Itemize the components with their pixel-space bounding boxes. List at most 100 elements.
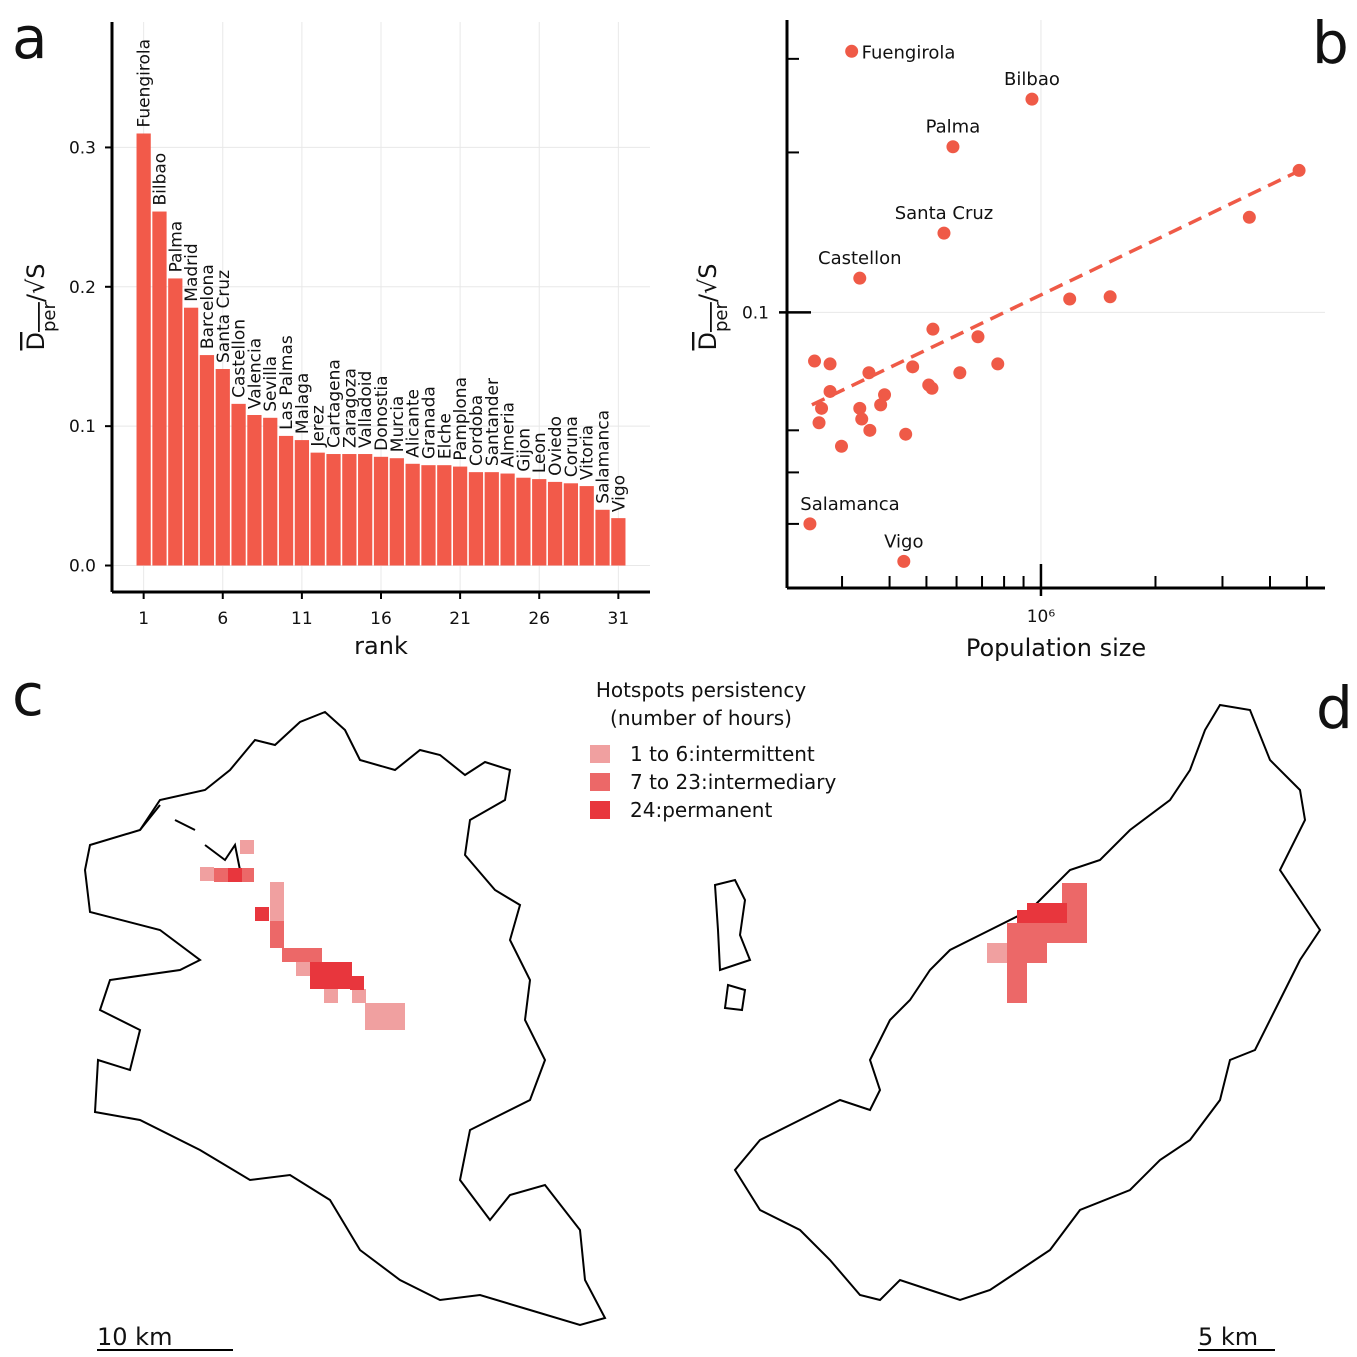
map-d: 5 km	[713, 703, 1322, 1351]
point	[812, 416, 826, 430]
point-label: Palma	[926, 117, 981, 138]
bar-label: Oviedo	[546, 416, 566, 476]
island	[713, 878, 752, 972]
cell	[310, 962, 352, 989]
point	[1063, 292, 1077, 306]
cell	[350, 976, 364, 990]
fit-line	[811, 168, 1301, 407]
bar-label: Murcia	[388, 396, 408, 453]
y-tick-label: 0.3	[69, 138, 96, 158]
cell	[352, 989, 366, 1003]
bar-label: Pamplona	[451, 377, 471, 461]
point	[803, 517, 817, 531]
point	[853, 271, 867, 285]
y-axis-label: Dper/√S	[22, 263, 60, 350]
bar-label: Valladoid	[356, 371, 376, 448]
point	[991, 357, 1005, 371]
bar	[547, 481, 563, 566]
legend-label: 24:permanent	[630, 798, 772, 822]
hotspot-cells	[987, 883, 1087, 1003]
x-tick-label: 26	[528, 609, 550, 629]
bar-label: Cordoba	[467, 395, 487, 466]
point	[1242, 210, 1256, 224]
cell	[200, 867, 214, 881]
bar-label: Cartagena	[325, 359, 345, 448]
y-axis-label: Dper/√S	[694, 263, 732, 350]
point	[834, 439, 848, 453]
bar	[421, 465, 436, 566]
bar-label: Malaga	[293, 373, 313, 434]
x-tick-label: 31	[608, 609, 630, 629]
city-outline	[733, 703, 1322, 1302]
bar-label: Fuengirola	[135, 39, 155, 128]
bar-label: Castellon	[230, 319, 250, 398]
bar-label: Santa Cruz	[214, 270, 234, 363]
bar	[152, 211, 167, 566]
bar-label: Leon	[530, 432, 550, 473]
bar	[389, 458, 404, 566]
bar-label: Coruna	[562, 416, 582, 477]
cell	[296, 962, 310, 976]
bar	[231, 403, 246, 566]
scale-label: 5 km	[1198, 1323, 1258, 1351]
bar	[278, 435, 294, 566]
bar-label: Palma	[166, 221, 186, 273]
bar	[199, 355, 215, 566]
x-tick-label: 10⁶	[1027, 607, 1056, 627]
bar-label: Las Palmas	[277, 335, 297, 430]
point	[899, 427, 913, 441]
cell	[365, 1003, 405, 1030]
x-tick-label: 16	[370, 609, 392, 629]
point	[863, 423, 877, 437]
cell	[1007, 963, 1027, 1003]
bar	[516, 477, 531, 566]
bar	[168, 278, 183, 566]
bar-label: Granada	[419, 386, 439, 459]
bar	[500, 473, 515, 566]
point	[897, 554, 911, 568]
point	[862, 366, 876, 380]
bar-label: Almeria	[499, 402, 519, 468]
x-axis-label: rank	[354, 632, 408, 660]
bar-label: Santander	[483, 378, 503, 466]
bar	[452, 466, 468, 566]
point	[815, 401, 829, 415]
legend-label: 1 to 6:intermittent	[630, 742, 815, 766]
point	[808, 354, 822, 368]
bar-label: Gijon	[514, 428, 534, 472]
bar	[579, 486, 594, 566]
point	[823, 384, 837, 398]
bar-label: Madrid	[182, 243, 202, 301]
x-tick-label: 21	[449, 609, 471, 629]
point	[906, 360, 920, 374]
hotspot-cells	[200, 840, 405, 1030]
bar	[342, 454, 357, 566]
legend-title: Hotspots persistency	[596, 678, 807, 702]
bar	[484, 472, 499, 566]
panel-label: c	[12, 661, 44, 729]
cell	[270, 921, 284, 948]
bar	[532, 479, 547, 566]
legend-swatch	[590, 745, 610, 763]
cell	[282, 948, 322, 962]
bar-label: Vitoria	[578, 425, 598, 480]
legend-title: (number of hours)	[610, 706, 792, 730]
legend-swatch	[590, 801, 610, 819]
bar	[247, 415, 262, 566]
map-c: 10 km	[83, 710, 607, 1351]
point	[845, 44, 859, 58]
bar	[358, 454, 373, 566]
panel-label: b	[1312, 9, 1349, 77]
bar	[294, 440, 310, 566]
city-outline	[83, 710, 607, 1327]
bar	[405, 463, 420, 566]
bar	[437, 465, 452, 566]
bar	[373, 456, 389, 566]
cell	[1017, 910, 1027, 923]
point-label: Fuengirola	[862, 42, 956, 63]
bar-label: Elche	[435, 413, 455, 459]
bar-label: Salamanca	[594, 410, 614, 504]
bar-label: Jerez	[309, 405, 329, 448]
point	[946, 140, 960, 154]
bar-label: Donostia	[372, 375, 392, 450]
